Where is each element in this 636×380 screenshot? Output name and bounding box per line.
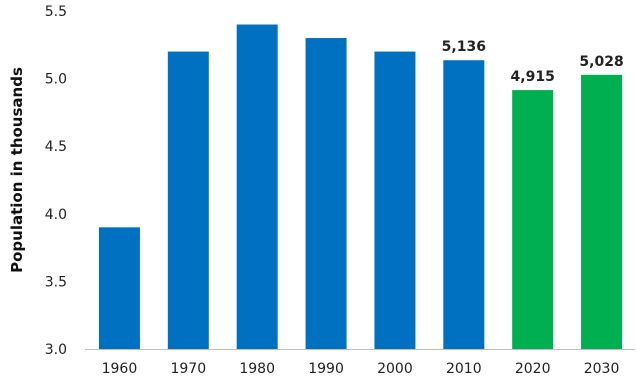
data-label-2030: 5,028 (579, 54, 623, 70)
x-tick-label: 1970 (170, 361, 206, 377)
data-label-2020: 4,915 (511, 69, 555, 85)
bar-1990 (305, 38, 347, 349)
bars (98, 24, 623, 350)
x-tick-label: 2000 (377, 361, 413, 377)
data-label-2010: 5,136 (442, 39, 486, 55)
bar-1960 (98, 227, 140, 349)
bar-2000 (374, 51, 416, 350)
bar-2020 (512, 90, 554, 349)
x-tick-label: 2010 (446, 361, 482, 377)
x-tick-label: 2030 (584, 361, 620, 377)
y-axis-title: Population in thousands (8, 67, 26, 273)
y-tick-label: 4.5 (45, 139, 67, 155)
x-tick-label: 1960 (102, 361, 138, 377)
x-tick-label: 1990 (308, 361, 344, 377)
y-tick-label: 3.5 (45, 274, 67, 290)
y-tick-label: 5.5 (45, 4, 67, 20)
x-tick-label: 2020 (515, 361, 551, 377)
y-tick-label: 5.0 (45, 72, 67, 88)
x-axis-ticks: 1960 1970 1980 1990 2000 2010 2020 2030 (102, 361, 620, 377)
y-tick-label: 3.0 (45, 342, 67, 358)
x-tick-label: 1980 (239, 361, 275, 377)
bar-2030 (581, 74, 623, 350)
bar-2010 (443, 60, 485, 349)
y-axis-ticks: 3.0 3.5 4.0 4.5 5.0 5.5 (45, 4, 67, 358)
bar-1980 (236, 24, 278, 350)
data-labels: 5,136 4,915 5,028 (442, 39, 624, 85)
y-tick-label: 4.0 (45, 207, 67, 223)
bar-1970 (167, 51, 209, 350)
